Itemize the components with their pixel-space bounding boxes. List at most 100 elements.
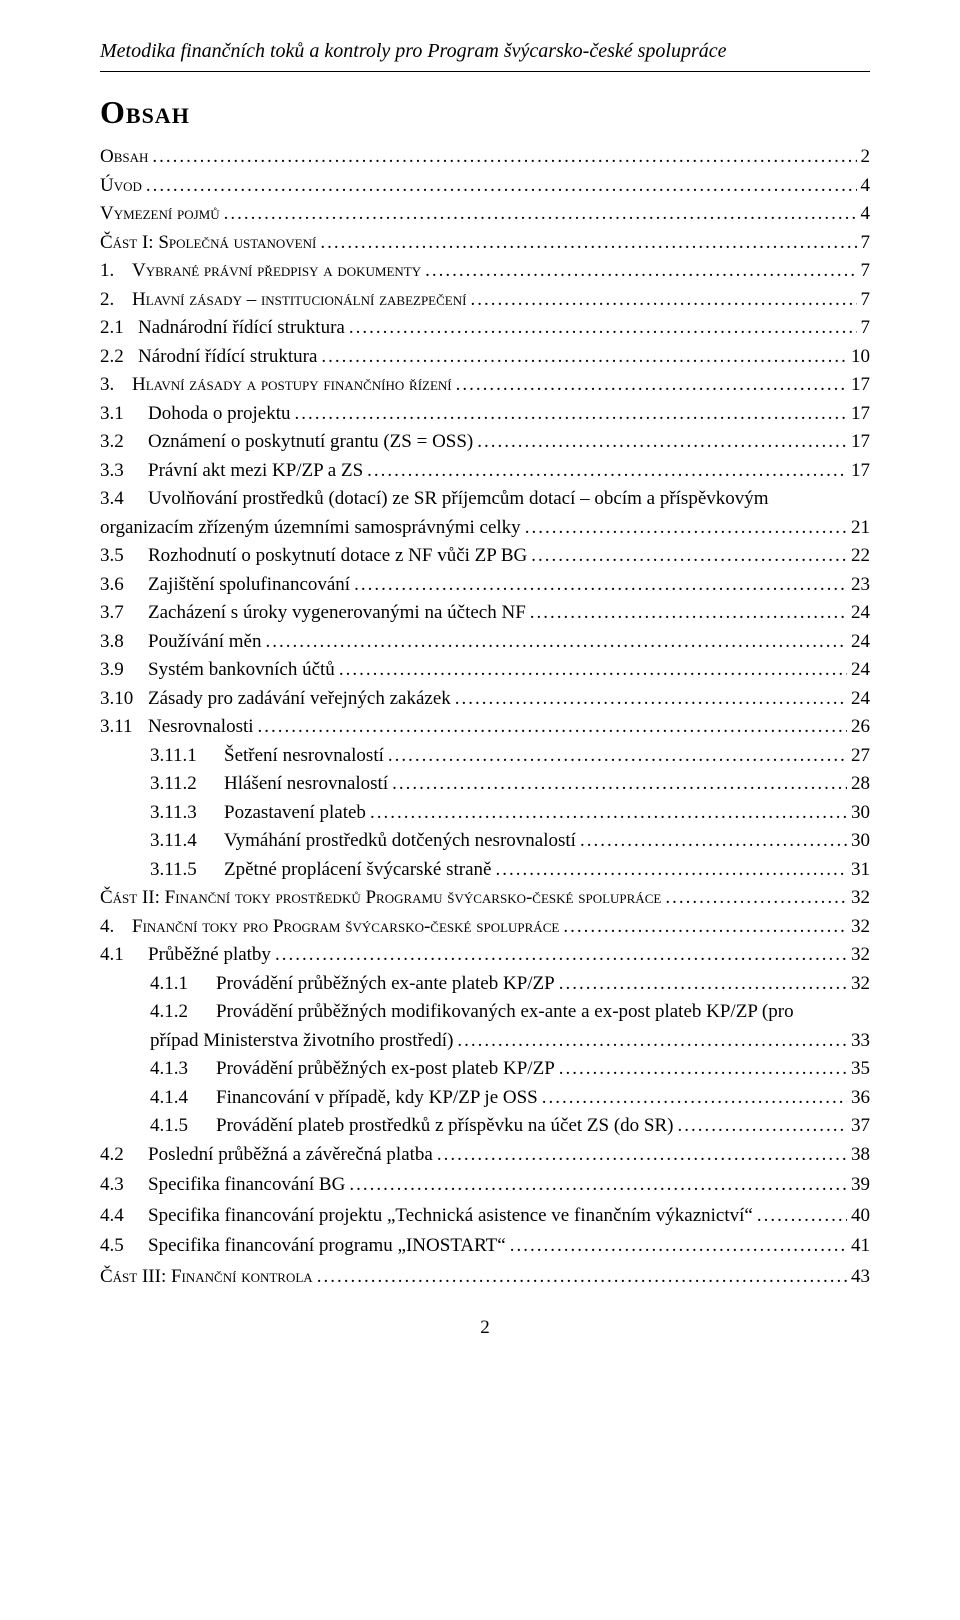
toc-leader-dots [555,1055,847,1084]
page-title: Obsah [100,94,870,131]
toc-page: 7 [857,286,871,315]
toc-label: 3.7Zacházení s úroky vygenerovanými na ú… [100,599,526,628]
toc-label: 3.Hlavní zásady a postupy finančního říz… [100,371,452,400]
toc-label: 3.6Zajištění spolufinancování [100,571,350,600]
toc-entry: 4.4Specifika financování projektu „Techn… [100,1202,870,1231]
toc-label: organizacím zřízeným územními samosprávn… [100,514,521,543]
toc-page: 39 [847,1171,870,1200]
toc-leader-dots [491,856,847,885]
toc-label: Část I: Společná ustanovení [100,229,316,258]
toc-leader-dots [559,913,847,942]
toc-label: 2.Hlavní zásady – institucionální zabezp… [100,286,466,315]
toc-entry: 3.11.3Pozastavení plateb30 [100,799,870,828]
toc-label: 4.1.5Provádění plateb prostředků z přísp… [150,1112,673,1141]
toc-label: Část III: Finanční kontrola [100,1263,313,1292]
toc-label: 4.3Specifika financování BG [100,1171,345,1200]
toc-entry: 4.1.3Provádění průběžných ex-post plateb… [100,1055,870,1084]
toc-entry: 3.5Rozhodnutí o poskytnutí dotace z NF v… [100,542,870,571]
toc-leader-dots [661,884,847,913]
toc-entry: 3.2Oznámení o poskytnutí grantu (ZS = OS… [100,428,870,457]
toc-entry: 3.11.2Hlášení nesrovnalostí28 [100,770,870,799]
toc-entry: 2.1Nadnárodní řídící struktura 7 [100,314,870,343]
toc-page: 21 [847,514,870,543]
toc-leader-dots [555,970,847,999]
toc-leader-dots [313,1263,847,1292]
toc-label: 2.1Nadnárodní řídící struktura [100,314,345,343]
toc-leader-dots [473,428,847,457]
toc-leader-dots [148,143,856,172]
toc-leader-dots [453,1027,847,1056]
toc-leader-dots [350,571,847,600]
toc-leader-dots [421,257,856,286]
toc-entry: Obsah 2 [100,143,870,172]
toc-label: případ Ministerstva životního prostředí) [150,1027,453,1056]
toc-leader-dots [673,1112,847,1141]
toc-leader-dots [317,343,847,372]
toc-page: 30 [847,799,870,828]
toc-entry: Část III: Finanční kontrola 43 [100,1263,870,1292]
toc-label: 4.1.4Financování v případě, kdy KP/ZP je… [150,1084,538,1113]
toc-label: Část II: Finanční toky prostředků Progra… [100,884,661,913]
toc-leader-dots [345,314,857,343]
toc-page: 24 [847,656,870,685]
toc-leader-dots [261,628,847,657]
toc-entry: 4.1.5Provádění plateb prostředků z přísp… [100,1112,870,1141]
toc-label: 3.10Zásady pro zadávání veřejných zakáze… [100,685,451,714]
toc-entry: 3.11.1Šetření nesrovnalostí27 [100,742,870,771]
toc-entry: 1.Vybrané právní předpisy a dokumenty7 [100,257,870,286]
toc-page: 28 [847,770,870,799]
toc-page: 4 [857,200,871,229]
toc-leader-dots [466,286,856,315]
table-of-contents: Obsah2Úvod4Vymezení pojmů4Část I: Společ… [100,143,870,1291]
toc-leader-dots [316,229,856,258]
toc-leader-dots [753,1202,847,1231]
toc-page: 10 [847,343,870,372]
toc-leader-dots [433,1141,847,1170]
toc-entry: 3.6Zajištění spolufinancování23 [100,571,870,600]
toc-label: 3.3Právní akt mezi KP/ZP a ZS [100,457,363,486]
toc-label: 3.1Dohoda o projektu [100,400,290,429]
toc-leader-dots [384,742,847,771]
toc-page: 35 [847,1055,870,1084]
toc-page: 7 [857,257,871,286]
toc-label: 3.4Uvolňování prostředků (dotací) ze SR … [100,485,769,514]
toc-page: 17 [847,457,870,486]
toc-page: 41 [847,1232,870,1261]
toc-entry: 3.1Dohoda o projektu17 [100,400,870,429]
toc-entry: 2.Hlavní zásady – institucionální zabezp… [100,286,870,315]
toc-label: 4.1.3Provádění průběžných ex-post plateb… [150,1055,555,1084]
toc-label: 4.1.2Provádění průběžných modifikovaných… [100,998,794,1027]
toc-page: 40 [847,1202,870,1231]
toc-label: 2.2Národní řídící struktura [100,343,317,372]
toc-page: 37 [847,1112,870,1141]
header-divider [100,71,870,72]
toc-label: 3.11Nesrovnalosti [100,713,254,742]
toc-entry: organizacím zřízeným územními samosprávn… [100,514,870,543]
toc-label: 4.1.1Provádění průběžných ex-ante plateb… [150,970,555,999]
toc-label: Obsah [100,143,148,172]
toc-leader-dots [388,770,847,799]
toc-leader-dots [366,799,847,828]
toc-label: Vymezení pojmů [100,200,220,229]
toc-page: 24 [847,599,870,628]
toc-entry: 4.1.1Provádění průběžných ex-ante plateb… [100,970,870,999]
toc-page: 32 [847,913,870,942]
toc-label: 3.5Rozhodnutí o poskytnutí dotace z NF v… [100,542,527,571]
toc-entry: 3.8Používání měn24 [100,628,870,657]
toc-page: 7 [857,314,871,343]
toc-leader-dots [220,200,857,229]
toc-leader-dots [254,713,847,742]
toc-leader-dots [335,656,847,685]
toc-leader-dots [521,514,847,543]
toc-page: 26 [847,713,870,742]
toc-entry: 4.Finanční toky pro Program švýcarsko-če… [100,913,870,942]
toc-page: 43 [847,1263,870,1292]
toc-leader-dots [527,542,847,571]
toc-entry: 3.11.4Vymáhání prostředků dotčených nesr… [100,827,870,856]
toc-entry: 4.1.4Financování v případě, kdy KP/ZP je… [100,1084,870,1113]
toc-entry: 3.4Uvolňování prostředků (dotací) ze SR … [100,485,870,514]
toc-leader-dots [526,599,847,628]
toc-page: 2 [857,143,871,172]
toc-page: 7 [857,229,871,258]
toc-label: Úvod [100,172,142,201]
